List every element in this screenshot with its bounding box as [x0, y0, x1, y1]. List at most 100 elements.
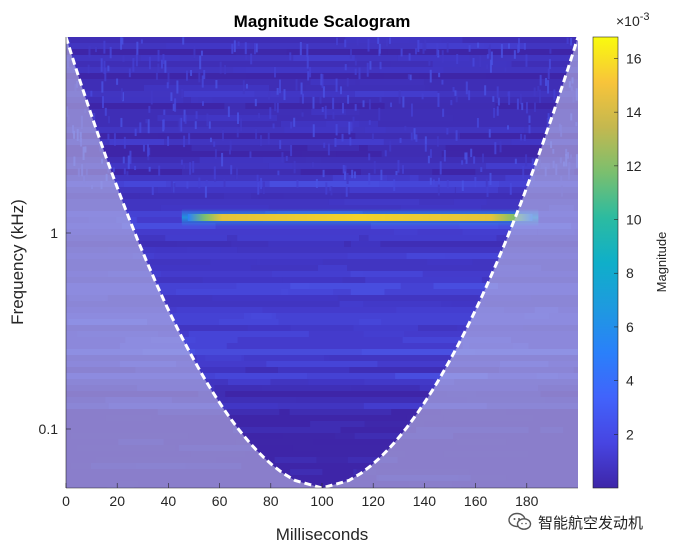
heatmap-patch — [486, 163, 550, 169]
x-tick-label: 80 — [263, 493, 279, 509]
heatmap-speckle — [452, 87, 455, 92]
heatmap-speckle — [120, 117, 123, 128]
heatmap-speckle — [256, 174, 259, 185]
heatmap-patch — [247, 325, 354, 331]
heatmap-speckle — [184, 114, 187, 124]
heatmap-speckle — [490, 51, 493, 66]
heatmap-band — [66, 199, 578, 205]
heatmap-speckle — [466, 91, 469, 98]
heatmap-speckle — [249, 151, 252, 158]
heatmap-speckle — [186, 181, 189, 189]
heatmap-speckle — [461, 180, 464, 192]
heatmap-band — [66, 229, 578, 235]
heatmap-speckle — [428, 60, 431, 66]
heatmap-speckle — [190, 69, 193, 76]
heatmap-speckle — [484, 85, 487, 96]
heatmap-patch — [210, 259, 261, 265]
heatmap-speckle — [335, 78, 338, 92]
heatmap-speckle — [160, 59, 163, 69]
heatmap-band — [66, 391, 578, 397]
heatmap-speckle — [121, 37, 124, 45]
heatmap-speckle — [221, 129, 224, 141]
heatmap-speckle — [172, 103, 175, 111]
heatmap-speckle — [525, 101, 528, 114]
heatmap-patch — [379, 67, 444, 73]
x-tick-label: 160 — [464, 493, 488, 509]
colorbar-tick-label: 14 — [626, 104, 642, 120]
heatmap-patch — [188, 331, 309, 337]
cone-of-influence — [66, 37, 578, 488]
heatmap-speckle — [486, 64, 489, 69]
heatmap-patch — [107, 247, 221, 253]
heatmap-patch — [311, 109, 360, 115]
heatmap-patch — [505, 175, 535, 181]
heatmap-speckle — [441, 79, 444, 85]
heatmap-band — [66, 301, 578, 307]
plot-area — [66, 37, 578, 488]
heatmap-speckle — [351, 169, 354, 179]
colorbar-gradient — [592, 36, 619, 489]
heatmap-patch — [350, 289, 385, 295]
heatmap-speckle — [489, 59, 492, 73]
heatmap-patch — [165, 133, 225, 139]
heatmap-speckle — [342, 164, 345, 174]
heatmap-patch — [310, 421, 412, 427]
heatmap-speckle — [164, 60, 167, 73]
heatmap-speckle — [348, 121, 351, 135]
colorbar-exponent: ×10-3 — [616, 11, 650, 29]
heatmap-speckle — [129, 150, 132, 164]
heatmap-speckle — [379, 96, 382, 103]
heatmap-patch — [336, 139, 384, 145]
heatmap-speckle — [486, 54, 489, 59]
heatmap-speckle — [429, 177, 432, 185]
heatmap-speckle — [194, 121, 197, 130]
heatmap-speckle — [352, 116, 355, 129]
heatmap-speckle — [155, 72, 158, 81]
heatmap-speckle — [258, 113, 261, 119]
heatmap-speckle — [404, 125, 407, 131]
heatmap-speckle — [497, 97, 500, 106]
heatmap-speckle — [126, 171, 129, 177]
heatmap-speckle — [255, 128, 258, 139]
heatmap-speckle — [465, 81, 468, 95]
heatmap-patch — [175, 289, 289, 295]
heatmap-speckle — [166, 82, 169, 89]
heatmap-speckle — [306, 43, 309, 57]
heatmap-speckle — [147, 156, 150, 161]
heatmap-speckle — [269, 107, 272, 119]
heatmap-speckle — [148, 166, 151, 172]
x-tick-label: 140 — [413, 493, 437, 509]
heatmap-patch — [227, 397, 296, 403]
heatmap-speckle — [183, 164, 186, 170]
heatmap-speckle — [523, 134, 526, 142]
heatmap-speckle — [107, 133, 110, 141]
heatmap-speckle — [485, 178, 488, 187]
heatmap-speckle — [109, 46, 112, 59]
heatmap-speckle — [397, 160, 400, 173]
heatmap-speckle — [368, 153, 371, 161]
heatmap-patch — [144, 85, 269, 91]
heatmap-patch — [256, 259, 323, 265]
heatmap-texture — [66, 37, 578, 488]
heatmap-speckle — [367, 38, 370, 52]
heatmap-speckle — [414, 48, 417, 55]
heatmap-band — [66, 43, 578, 49]
heatmap-speckle — [236, 128, 239, 138]
heatmap-patch — [222, 403, 278, 409]
heatmap-speckle — [546, 117, 549, 132]
heatmap-speckle — [273, 66, 276, 78]
heatmap-speckle — [127, 155, 130, 170]
heatmap-speckle — [183, 135, 186, 148]
heatmap-speckle — [342, 102, 345, 114]
heatmap-patch — [354, 91, 438, 97]
heatmap-patch — [345, 109, 442, 115]
heatmap-speckle — [195, 111, 198, 119]
heatmap-patch — [124, 133, 159, 139]
heatmap-speckle — [116, 78, 119, 85]
heatmap-speckle — [321, 106, 324, 113]
heatmap-patch — [335, 433, 454, 439]
heatmap-band — [66, 439, 578, 445]
heatmap-speckle — [508, 43, 511, 49]
heatmap-patch — [123, 181, 167, 187]
heatmap-patch — [308, 379, 434, 385]
